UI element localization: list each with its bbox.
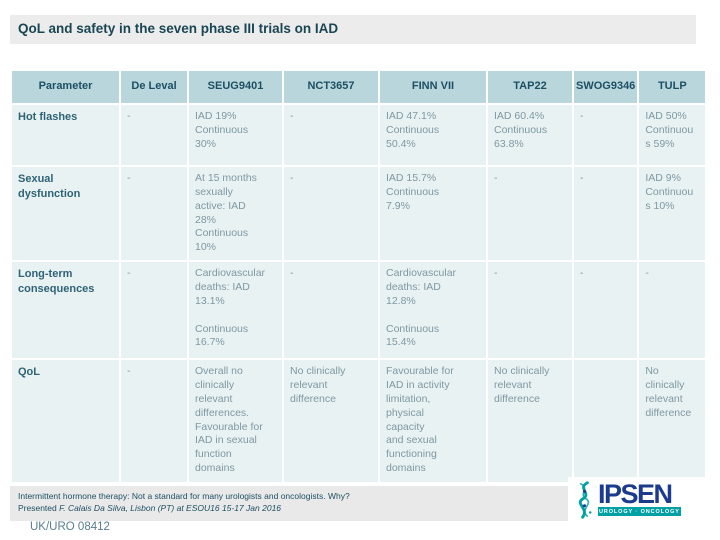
col-header-parameter: Parameter xyxy=(12,71,119,103)
ipsen-tagline: UROLOGY · ONCOLOGY xyxy=(598,506,681,516)
ipsen-wordmark: IPSEN xyxy=(598,479,673,510)
ipsen-logo-text: IPSEN UROLOGY · ONCOLOGY xyxy=(598,479,681,516)
table-cell: No clinically relevant difference xyxy=(639,360,706,483)
col-header-nct3657: NCT3657 xyxy=(284,71,378,103)
table-cell: - xyxy=(284,262,378,359)
param-hot-flashes: Hot flashes xyxy=(12,105,119,165)
col-header-tap22: TAP22 xyxy=(488,71,572,103)
footnote-line1: Intermittent hormone therapy: Not a stan… xyxy=(18,491,350,501)
table-cell: IAD 60.4% Continuous 63.8% xyxy=(488,105,572,165)
table-row-sexual-dysfunction: Sexual dysfunction - At 15 months sexual… xyxy=(12,167,706,261)
reference-code: UK/URO 08412 xyxy=(30,521,110,533)
table-cell: - xyxy=(639,262,706,359)
footnote-line2-citation: F. Calais Da Silva, Lisbon (PT) at ESOU1… xyxy=(59,503,282,514)
col-header-deleval: De Leval xyxy=(121,71,187,103)
param-qol: QoL xyxy=(12,360,119,483)
table-cell: - xyxy=(284,167,378,261)
footnote: Intermittent hormone therapy: Not a stan… xyxy=(10,486,702,515)
table-cell: - xyxy=(121,167,187,261)
param-sexual-dysfunction: Sexual dysfunction xyxy=(12,167,119,261)
ipsen-logo: IPSEN UROLOGY · ONCOLOGY xyxy=(568,477,706,522)
table-row-hot-flashes: Hot flashes - IAD 19% Continuous 30% - I… xyxy=(12,105,706,165)
table-cell: IAD 19% Continuous 30% xyxy=(189,105,282,165)
table-row-qol: QoL - Overall no clinically relevant dif… xyxy=(12,360,706,483)
slide-title: QoL and safety in the seven phase III tr… xyxy=(18,21,339,36)
table-cell: - xyxy=(574,262,638,359)
table-cell: Overall no clinically relevant differenc… xyxy=(189,360,282,483)
table-cell: Favourable for IAD in activity limitatio… xyxy=(380,360,486,483)
title-bar: QoL and safety in the seven phase III tr… xyxy=(10,15,696,44)
table-cell xyxy=(574,360,638,483)
trials-table: Parameter De Leval SEUG9401 NCT3657 FINN… xyxy=(10,69,707,484)
table-cell: - xyxy=(284,105,378,165)
table-cell: No clinically relevant difference xyxy=(488,360,572,483)
table-cell: - xyxy=(121,105,187,165)
table-cell: Cardiovascular deaths: IAD 12.8% Continu… xyxy=(380,262,486,359)
col-header-seug9401: SEUG9401 xyxy=(189,71,282,103)
table-cell: - xyxy=(574,167,638,261)
param-long-term-consequences: Long-term consequences xyxy=(12,262,119,359)
footnote-line2-prefix: Presented xyxy=(18,503,60,514)
col-header-finnvii: FINN VII xyxy=(380,71,486,103)
footnote-line2: Presented F. Calais Da Silva, Lisbon (PT… xyxy=(18,502,702,514)
table-cell: - xyxy=(488,262,572,359)
table-cell: Cardiovascular deaths: IAD 13.1% Continu… xyxy=(189,262,282,359)
table-header-row: Parameter De Leval SEUG9401 NCT3657 FINN… xyxy=(12,71,706,103)
col-header-swog9346: SWOG9346 xyxy=(574,71,638,103)
table-row-long-term-consequences: Long-term consequences - Cardiovascular … xyxy=(12,262,706,359)
table-cell: - xyxy=(121,360,187,483)
table-cell: IAD 47.1% Continuous 50.4% xyxy=(380,105,486,165)
table-cell: - xyxy=(488,167,572,261)
col-header-tulp: TULP xyxy=(639,71,706,103)
dna-helix-icon xyxy=(578,480,592,519)
table-cell: No clinically relevant difference xyxy=(284,360,378,483)
table-cell: - xyxy=(574,105,638,165)
table-cell: IAD 15.7% Continuous 7.9% xyxy=(380,167,486,261)
table-cell: IAD 9% Continuou s 10% xyxy=(639,167,706,261)
table-cell: At 15 months sexually active: IAD 28% Co… xyxy=(189,167,282,261)
table-cell: IAD 50% Continuou s 59% xyxy=(639,105,706,165)
table-cell: - xyxy=(121,262,187,359)
